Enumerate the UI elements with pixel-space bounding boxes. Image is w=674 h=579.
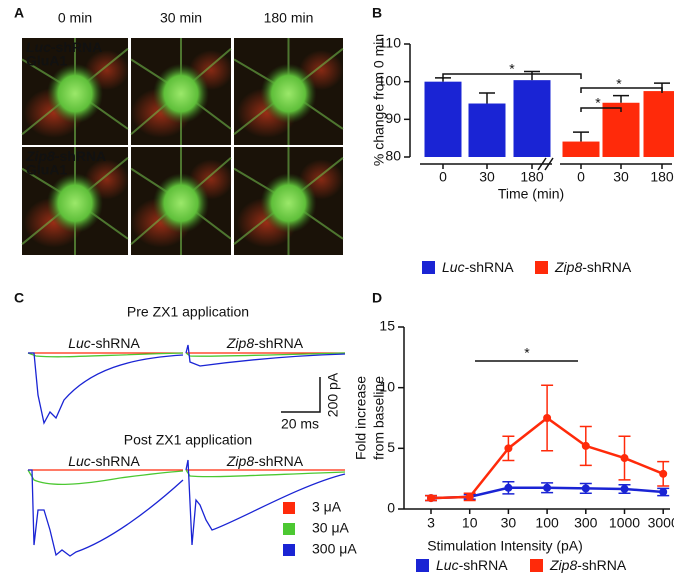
point	[543, 414, 551, 422]
significance: *	[595, 95, 601, 111]
micrographs	[22, 38, 343, 255]
trace-group: Luc-shRNA	[68, 335, 140, 351]
point	[621, 485, 629, 493]
cell-body	[153, 64, 209, 124]
trace-group: Zip8-shRNA	[226, 453, 304, 469]
legend-label: Luc-shRNA	[436, 557, 508, 573]
error-bar	[573, 132, 589, 141]
trace-title: Pre ZX1 application	[127, 304, 249, 320]
x-axis-label: Time (min)	[498, 186, 564, 202]
y-tick-label: 5	[387, 439, 395, 455]
legend-label: 300 μA	[312, 541, 357, 557]
panel-label: A	[14, 5, 24, 21]
x-tick-label: 0	[577, 169, 585, 185]
traces	[28, 345, 345, 556]
error-bar	[613, 96, 629, 103]
cell-body	[261, 173, 317, 233]
x-tick-label: 30	[501, 515, 517, 531]
x-tick-label: 180	[650, 169, 674, 185]
y-tick-label: 90	[385, 110, 401, 126]
significance: *	[524, 345, 530, 361]
point	[659, 470, 667, 478]
legend-swatch	[530, 559, 543, 572]
x-tick-label: 10	[462, 515, 478, 531]
trace-title: Post ZX1 application	[124, 432, 252, 448]
x-tick-label: 300	[574, 515, 598, 531]
legend-label: Zip8-shRNA	[554, 259, 632, 275]
y-axis-label: Fold increase	[353, 376, 369, 460]
x-tick-label: 30	[613, 169, 629, 185]
legend-label: 3 μA	[312, 499, 342, 515]
x-tick-label: 3	[427, 515, 435, 531]
column-label: 30 min	[160, 10, 202, 26]
error-bar	[524, 71, 540, 80]
stain-label: GluA1	[26, 162, 67, 178]
panel-label: C	[14, 290, 24, 306]
significance: *	[509, 61, 515, 77]
y-axis-label: % change from 0 min	[371, 34, 387, 166]
x-tick-label: 100	[535, 515, 559, 531]
legend-label: Zip8-shRNA	[549, 557, 627, 573]
bar	[644, 91, 674, 157]
y-tick-label: 15	[379, 318, 395, 334]
point	[504, 484, 512, 492]
legend-label: Luc-shRNA	[442, 259, 514, 275]
panel-label: B	[372, 5, 382, 21]
point	[621, 454, 629, 462]
panel-label: D	[372, 290, 382, 306]
trace-group: Zip8-shRNA	[226, 335, 304, 351]
significance: *	[616, 76, 622, 92]
legend-swatch	[283, 502, 295, 514]
scale-label: 200 pA	[325, 372, 341, 417]
bar	[563, 142, 600, 157]
legend-swatch	[283, 523, 295, 535]
column-label: 180 min	[264, 10, 314, 26]
cell-body	[47, 64, 103, 124]
cell-body	[261, 64, 317, 124]
point	[427, 494, 435, 502]
trace-group: Luc-shRNA	[68, 453, 140, 469]
point	[659, 488, 667, 496]
point	[466, 493, 474, 501]
point	[543, 484, 551, 492]
legend-swatch	[416, 559, 429, 572]
bar	[469, 104, 506, 157]
y-axis-label: from baseline	[371, 376, 387, 460]
column-label: 0 min	[58, 10, 92, 26]
point	[582, 442, 590, 450]
cell-body	[153, 173, 209, 233]
stain-label: GluA1	[26, 53, 67, 69]
x-tick-label: 180	[520, 169, 544, 185]
x-tick-label: 0	[439, 169, 447, 185]
cell-body	[47, 173, 103, 233]
y-tick-label: 0	[387, 500, 395, 516]
point	[504, 444, 512, 452]
x-tick-label: 3000	[648, 515, 674, 531]
x-axis-label: Stimulation Intensity (pA)	[427, 538, 583, 554]
error-bar	[479, 93, 495, 104]
x-tick-label: 30	[479, 169, 495, 185]
x-tick-label: 1000	[609, 515, 640, 531]
scale-label: 20 ms	[281, 416, 319, 432]
point	[582, 484, 590, 492]
legend-swatch	[535, 261, 548, 274]
bar	[425, 82, 462, 157]
y-tick-label: 80	[385, 148, 401, 164]
legend-swatch	[422, 261, 435, 274]
legend-swatch	[283, 544, 295, 556]
legend-label: 30 μA	[312, 520, 350, 536]
bar	[514, 80, 551, 157]
